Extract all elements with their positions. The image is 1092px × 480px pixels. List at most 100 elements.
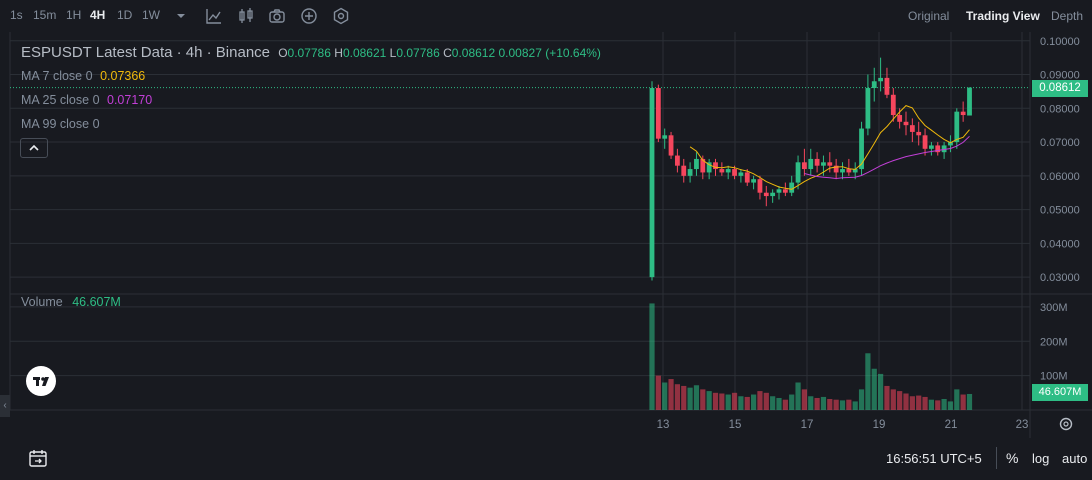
candle-body: [681, 165, 687, 176]
candle-body: [725, 169, 731, 173]
volume-value: 46.607M: [72, 295, 121, 309]
symbol-legend-row: ESPUSDT Latest Data · 4h · Binance O0.07…: [21, 44, 601, 61]
indicators-line-icon[interactable]: [205, 7, 223, 25]
close-label: C: [443, 46, 452, 60]
candle-body: [890, 94, 896, 116]
price-tick-label: 0.09000: [1040, 70, 1080, 82]
candle-body: [871, 81, 877, 89]
volume-bar: [674, 384, 680, 410]
volume-legend: Volume 46.607M: [21, 295, 121, 309]
volume-bar: [712, 392, 719, 410]
timeframe-1w[interactable]: 1W: [142, 8, 160, 22]
view-depth[interactable]: Depth: [1051, 9, 1084, 23]
volume-bar: [731, 392, 738, 410]
candle-body: [770, 192, 776, 197]
view-original[interactable]: Original: [908, 9, 950, 23]
timeframe-1h[interactable]: 1H: [66, 8, 82, 22]
volume-bar: [770, 396, 776, 410]
timeframe-1s[interactable]: 1s: [10, 8, 23, 22]
view-trading-view[interactable]: Trading View: [966, 9, 1040, 23]
collapse-left-icon[interactable]: ‹: [0, 395, 10, 417]
candle-body: [802, 162, 807, 170]
candle-body: [795, 162, 801, 183]
candle-body: [852, 169, 858, 173]
volume-bar: [751, 394, 757, 410]
ma7-legend: MA 7 close 0 0.07366: [21, 69, 145, 83]
price-tick-label: 0.10000: [1040, 36, 1080, 48]
candle-body: [655, 88, 661, 139]
volume-bar: [865, 353, 871, 410]
volume-bar: [928, 399, 934, 410]
price-tick-label: 0.04000: [1040, 238, 1080, 250]
volume-bar: [789, 394, 795, 410]
time-tick-label: 21: [945, 419, 958, 431]
timeframe-15m[interactable]: 15m: [33, 8, 57, 22]
time-tick-label: 17: [801, 419, 814, 431]
volume-bar: [897, 391, 903, 410]
ma7-line: [689, 105, 970, 190]
candle-body: [782, 189, 788, 193]
candle-body: [967, 87, 972, 116]
auto-scale-toggle[interactable]: auto: [1062, 451, 1088, 466]
log-scale-toggle[interactable]: log: [1032, 451, 1050, 466]
volume-bar: [922, 396, 928, 410]
top-toolbar: 1s 15m 1H 4H 1D 1W Original Trading View…: [0, 0, 1092, 32]
volume-bar: [884, 385, 890, 410]
volume-bar: [693, 385, 700, 410]
utc-clock[interactable]: 16:56:51 UTC+5: [886, 451, 982, 466]
candle-body: [960, 111, 966, 116]
candlesticks: [649, 57, 972, 281]
volume-bar: [808, 396, 814, 410]
volume-tick-label: 100M: [1040, 371, 1068, 383]
candle-body: [719, 169, 725, 173]
volume-bar: [827, 399, 833, 410]
volume-bar: [833, 399, 839, 410]
chart-settings-icon[interactable]: [332, 7, 350, 25]
chevron-up-icon: [29, 144, 39, 151]
volume-bar: [890, 389, 896, 410]
price-tick-label: 0.03000: [1040, 272, 1080, 284]
date-range-calendar-icon[interactable]: [28, 448, 48, 468]
candle-body: [948, 142, 953, 146]
volume-bar: [941, 399, 947, 410]
collapse-legend-button[interactable]: [20, 138, 48, 158]
candle-body: [922, 135, 928, 149]
volume-bar: [700, 389, 706, 410]
volume-bar: [909, 396, 915, 410]
gear-hub: [1063, 421, 1069, 427]
ma7-value: 0.07366: [100, 69, 146, 83]
volume-bars: [649, 303, 973, 410]
more-timeframes-caret-icon[interactable]: [172, 7, 190, 25]
candle-body: [903, 121, 909, 126]
open-label: O: [278, 46, 288, 60]
timeframe-1d[interactable]: 1D: [117, 8, 133, 22]
price-chart[interactable]: 0.10000 0.09000 0.08000 0.07000 0.06000 0.050…: [0, 32, 1092, 438]
candle-body: [751, 179, 756, 183]
camera-icon[interactable]: [268, 7, 286, 25]
high-label: H: [334, 46, 343, 60]
time-tick-label: 13: [657, 419, 670, 431]
volume-bar: [820, 396, 827, 410]
timeframe-4h[interactable]: 4H: [90, 8, 106, 22]
ma25-line: [804, 135, 970, 180]
candle-body: [929, 145, 934, 149]
volume-bar: [801, 389, 807, 410]
volume-bar: [871, 368, 877, 410]
add-indicator-icon[interactable]: [300, 7, 318, 25]
axis-settings-gear-icon[interactable]: [1059, 417, 1073, 431]
volume-bar: [725, 394, 731, 410]
candle-body: [675, 155, 680, 166]
open-value: 0.07786: [287, 46, 331, 60]
volume-bar: [954, 389, 960, 410]
volume-bar: [852, 401, 858, 410]
candle-style-icon[interactable]: [237, 7, 255, 25]
volume-bar: [846, 399, 852, 410]
low-label: L: [389, 46, 397, 60]
volume-bar: [935, 400, 941, 410]
percent-scale-toggle[interactable]: %: [1006, 450, 1019, 466]
volume-bar: [687, 387, 693, 410]
time-tick-label: 15: [729, 419, 742, 431]
bottom-bar: 16:56:51 UTC+5 % log auto: [0, 438, 1092, 480]
tradingview-logo[interactable]: [26, 366, 56, 396]
price-tick-label: 0.07000: [1040, 137, 1080, 149]
